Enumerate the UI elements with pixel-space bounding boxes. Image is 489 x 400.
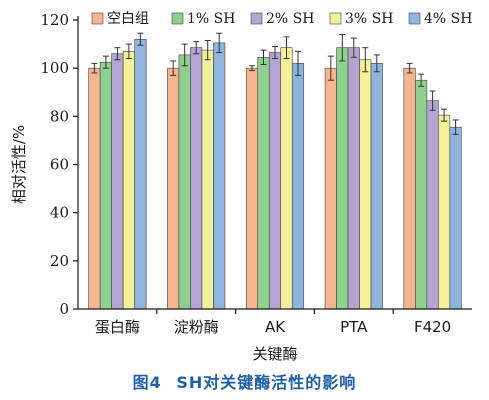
y-tick-label: 20 xyxy=(50,252,69,270)
bar xyxy=(324,67,337,310)
legend-label: 空白组 xyxy=(107,11,149,27)
bar xyxy=(122,51,135,310)
y-tick-label: 120 xyxy=(40,11,69,29)
bar xyxy=(426,100,439,310)
x-category-label: PTA xyxy=(340,318,368,336)
bar xyxy=(190,47,203,310)
bar xyxy=(99,61,112,310)
legend-label: 3% SH xyxy=(345,11,393,27)
y-tick-label: 80 xyxy=(50,107,69,125)
legend-swatch xyxy=(250,12,263,25)
bar xyxy=(336,47,349,310)
legend-swatch xyxy=(329,12,342,25)
y-axis-label: 相对活性/% xyxy=(10,125,28,204)
x-axis-categories: 蛋白酶 淀粉酶 AK PTA F420 xyxy=(95,309,451,336)
bar xyxy=(347,47,360,310)
bar xyxy=(415,79,428,310)
x-category-label: 蛋白酶 xyxy=(95,318,140,336)
y-tick-label: 60 xyxy=(50,156,69,174)
legend: 空白组 1% SH 2% SH 3% SH 4% SH xyxy=(91,11,472,27)
bar xyxy=(178,54,191,310)
x-axis-label: 关键酶 xyxy=(252,345,297,363)
figure-caption-text: SH对关键酶活性的影响 xyxy=(176,373,357,392)
bar xyxy=(111,53,124,310)
x-category-label: 淀粉酶 xyxy=(174,318,219,336)
bars xyxy=(88,32,462,310)
bar xyxy=(88,67,101,310)
y-axis-ticks: 0 20 40 60 80 100 120 xyxy=(40,11,78,318)
legend-label: 2% SH xyxy=(266,11,314,27)
y-tick-label: 40 xyxy=(50,204,69,222)
x-category-label: AK xyxy=(265,318,286,336)
bar xyxy=(245,67,259,310)
bar xyxy=(280,47,293,310)
bar xyxy=(268,52,282,310)
legend-label: 1% SH xyxy=(187,11,235,27)
y-tick-label: 100 xyxy=(40,59,69,77)
figure-number: 图4 xyxy=(132,373,162,392)
bar xyxy=(201,49,214,310)
legend-label: 4% SH xyxy=(424,11,472,27)
bar xyxy=(449,126,462,310)
bar xyxy=(134,38,147,310)
bar xyxy=(438,114,451,310)
bar xyxy=(370,63,383,310)
figure-caption: 图4 SH对关键酶活性的影响 xyxy=(0,369,489,393)
bar xyxy=(167,67,180,310)
bar xyxy=(403,67,416,310)
legend-swatch xyxy=(171,12,184,25)
bar xyxy=(291,63,305,310)
y-tick-label: 0 xyxy=(59,300,69,318)
bar xyxy=(213,42,226,310)
bar xyxy=(257,57,270,310)
bar xyxy=(359,59,372,310)
x-category-label: F420 xyxy=(414,318,451,336)
legend-swatch xyxy=(91,12,104,25)
legend-swatch xyxy=(408,12,421,25)
